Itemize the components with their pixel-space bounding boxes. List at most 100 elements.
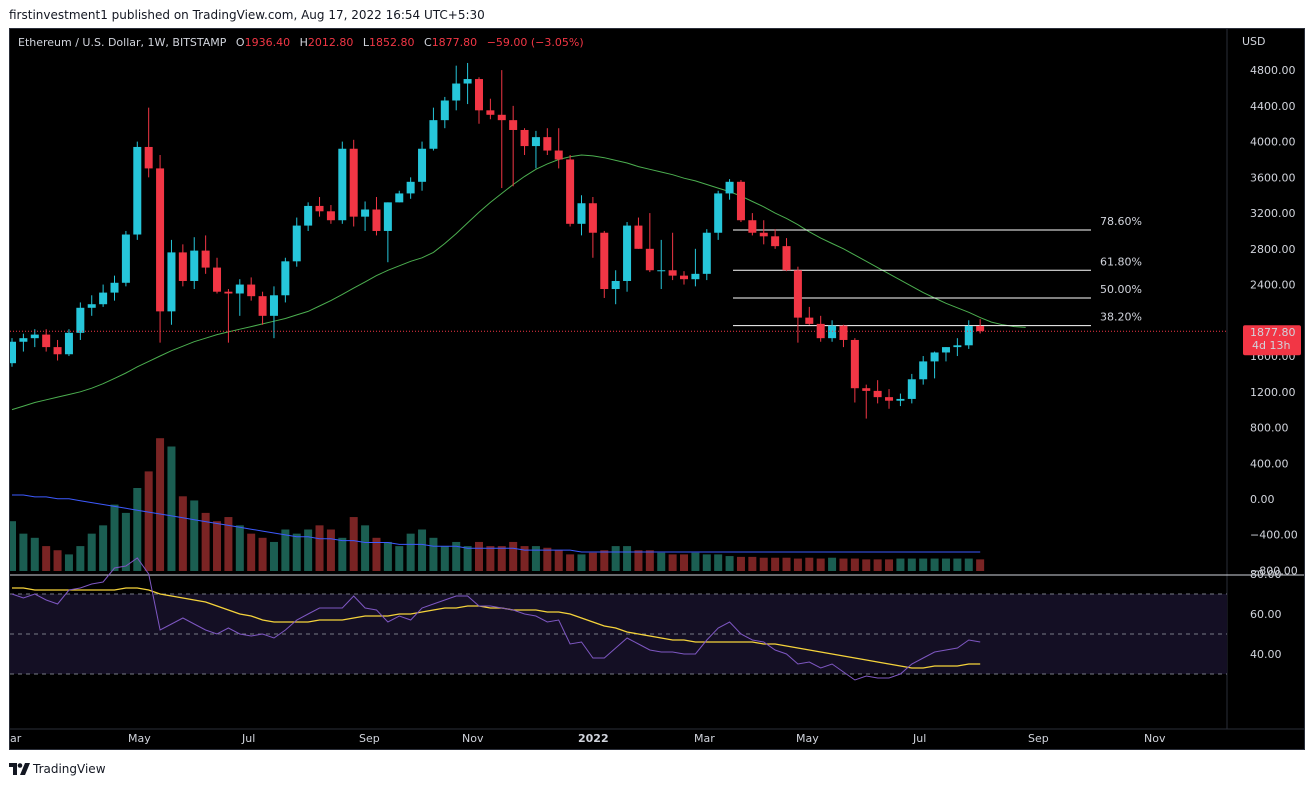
candle-body: [497, 114, 506, 121]
candle-body: [782, 246, 791, 271]
price-tick-label: −800.00: [1250, 564, 1298, 577]
volume-bar: [736, 556, 745, 571]
legend-o-label: O: [236, 36, 245, 49]
volume-bar: [885, 559, 894, 571]
candle-body: [53, 347, 62, 355]
volume-bar: [224, 517, 233, 571]
candle-body: [315, 205, 324, 212]
candles: [10, 62, 985, 419]
volume-bar: [201, 512, 210, 571]
candle-body: [76, 307, 85, 333]
volume-bar: [474, 541, 483, 571]
chart-area[interactable]: 78.60% 61.80% 50.00% 38.20% Ethereum / U.S.…: [9, 28, 1305, 750]
candle-body: [30, 334, 39, 339]
brand-name[interactable]: TradingView: [33, 762, 106, 776]
volume-bar: [258, 537, 267, 571]
candle-body: [338, 148, 347, 221]
volume-bar: [292, 533, 301, 571]
volume-bar: [235, 525, 244, 571]
price-axis-ticks[interactable]: 4800.00 4400.00 4000.00 3600.00 3200.00 2800.…: [1250, 64, 1298, 577]
candle-body: [10, 341, 16, 364]
candle-body: [862, 388, 871, 391]
legend-c-label: C: [424, 36, 432, 49]
legend: Ethereum / U.S. Dollar, 1W, BITSTAMP O19…: [18, 36, 584, 49]
price-tick-label: 400.00: [1250, 457, 1289, 470]
time-tick-label: 2022: [578, 732, 609, 745]
rsi-axis-ticks: 80.00 60.00 40.00: [1250, 568, 1282, 661]
candle-body: [19, 338, 28, 342]
time-tick-label: Nov: [462, 732, 484, 745]
volume-bar: [30, 537, 39, 571]
volume-bar: [486, 546, 495, 571]
volume-bar: [167, 446, 176, 571]
candle-body: [941, 347, 950, 353]
legend-change: −59.00 (−3.05%): [487, 36, 584, 49]
candle-body: [429, 120, 438, 149]
volume-bar: [839, 558, 848, 571]
candle-body: [224, 291, 233, 294]
volume-bar: [304, 529, 313, 571]
candle-body: [668, 270, 677, 276]
volume-bar: [190, 500, 199, 571]
volume-bar: [623, 546, 632, 571]
candle-body: [702, 232, 711, 274]
volume-bar: [748, 556, 757, 571]
candle-body: [691, 273, 700, 280]
volume-bar: [600, 550, 609, 571]
candle-body: [463, 79, 472, 84]
candle-body: [543, 137, 552, 151]
volume-bar: [816, 558, 825, 571]
candle-body: [714, 193, 723, 233]
candle-body: [839, 325, 848, 340]
rsi-line: [11, 557, 981, 681]
bar-countdown: 4d 13h: [1252, 339, 1290, 352]
volume-bar: [383, 541, 392, 571]
rsi-tick-label: 60.00: [1250, 608, 1282, 621]
candle-body: [896, 398, 905, 401]
volume-bar: [269, 541, 278, 571]
time-tick-label: Mar: [694, 732, 715, 745]
chart-canvas[interactable]: 78.60% 61.80% 50.00% 38.20% Ethereum / U.S.…: [10, 29, 1304, 749]
time-tick-label: Jul: [912, 732, 926, 745]
volume-bar: [873, 559, 882, 571]
candle-body: [793, 270, 802, 318]
price-tick-label: 2400.00: [1250, 279, 1296, 292]
time-tick-label: May: [796, 732, 819, 745]
volume-bar: [452, 541, 461, 571]
fib-retracement[interactable]: 78.60% 61.80% 50.00% 38.20%: [733, 215, 1142, 327]
candle-body: [623, 225, 632, 281]
candle-body: [258, 296, 267, 316]
candle-body: [520, 129, 529, 147]
legend-open: 1936.40: [245, 36, 291, 49]
volume-bar: [64, 554, 73, 571]
price-tick-label: 3200.00: [1250, 207, 1296, 220]
candle-body: [372, 209, 381, 231]
volume-bar: [42, 546, 51, 571]
volume-bar: [645, 550, 654, 571]
volume-bar: [110, 504, 119, 571]
candle-body: [976, 326, 985, 332]
candle-body: [247, 284, 256, 297]
fib-level-label: 38.20%: [1100, 311, 1142, 324]
volume-bar: [429, 537, 438, 571]
candle-body: [361, 209, 370, 217]
volume-bar: [668, 554, 677, 571]
rsi-tick-label: 80.00: [1250, 568, 1282, 581]
volume-bar: [440, 546, 449, 571]
volume-bar: [862, 559, 871, 571]
volume-bar: [588, 552, 597, 571]
candle-body: [850, 339, 859, 389]
price-tick-label: 3600.00: [1250, 171, 1296, 184]
candle-body: [611, 280, 620, 290]
legend-l-label: L: [363, 36, 370, 49]
candle-body: [42, 334, 51, 348]
price-tick-label: −400.00: [1250, 529, 1298, 542]
time-axis-ticks[interactable]: ar May Jul Sep Nov 2022 Mar May Jul Sep Nov: [10, 732, 1166, 745]
publish-header: firstinvestment1 published on TradingVie…: [0, 0, 1314, 28]
volume-bar: [281, 529, 290, 571]
volume-bar: [691, 552, 700, 571]
volume-bar: [133, 488, 142, 571]
candle-body: [953, 345, 962, 348]
volume-bar: [247, 533, 256, 571]
candle-body: [440, 100, 449, 121]
